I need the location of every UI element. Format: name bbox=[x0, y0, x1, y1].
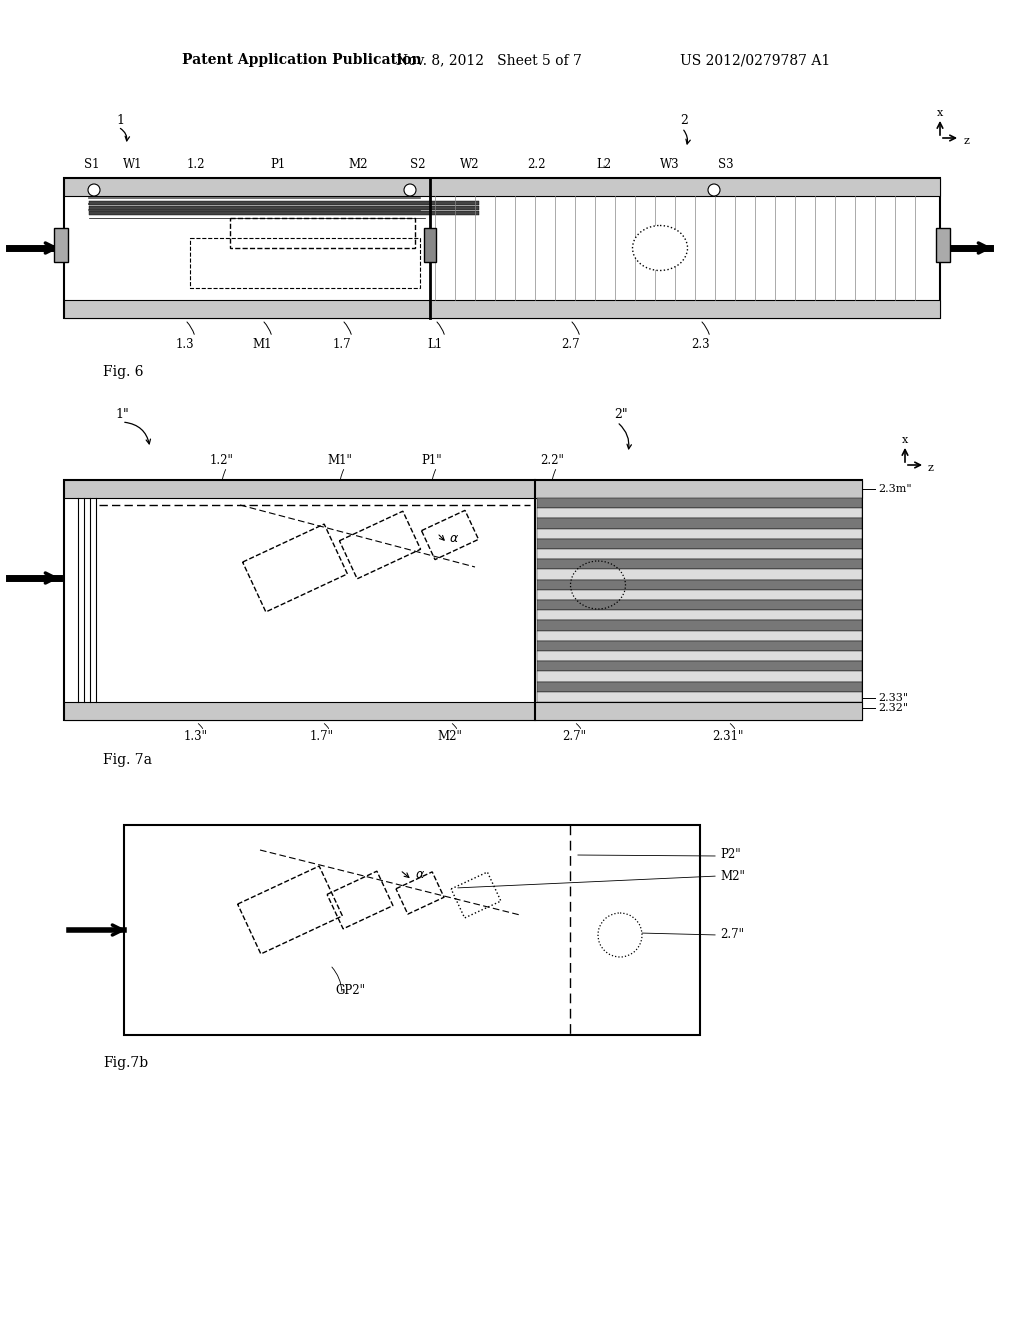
Text: 2: 2 bbox=[680, 114, 688, 127]
Text: $\alpha$: $\alpha$ bbox=[415, 869, 425, 882]
Text: Nov. 8, 2012   Sheet 5 of 7: Nov. 8, 2012 Sheet 5 of 7 bbox=[396, 53, 582, 67]
Bar bbox=[230, 218, 415, 248]
Bar bbox=[537, 672, 862, 681]
Bar bbox=[89, 201, 479, 205]
Text: GP2": GP2" bbox=[335, 983, 365, 997]
Text: W2: W2 bbox=[460, 158, 480, 172]
Bar bbox=[63, 702, 862, 719]
Text: M1: M1 bbox=[252, 338, 271, 351]
Bar bbox=[537, 498, 862, 508]
Text: 2.33": 2.33" bbox=[878, 693, 908, 704]
Bar bbox=[537, 661, 862, 672]
Text: Fig. 7a: Fig. 7a bbox=[103, 752, 152, 767]
Text: 1.2: 1.2 bbox=[186, 158, 205, 172]
Text: 2.7: 2.7 bbox=[561, 338, 580, 351]
Bar bbox=[537, 590, 862, 601]
Circle shape bbox=[404, 183, 416, 195]
Text: 1.2": 1.2" bbox=[210, 454, 233, 466]
Text: M2": M2" bbox=[437, 730, 463, 743]
Bar bbox=[936, 228, 950, 261]
Text: 2.3: 2.3 bbox=[690, 338, 710, 351]
Bar bbox=[63, 178, 940, 318]
Bar bbox=[63, 480, 862, 719]
Text: S2: S2 bbox=[411, 158, 426, 172]
Text: x: x bbox=[937, 108, 943, 117]
Text: 1.3": 1.3" bbox=[184, 730, 208, 743]
Text: 2.7": 2.7" bbox=[562, 730, 586, 743]
Text: L1: L1 bbox=[427, 338, 442, 351]
Text: Fig. 6: Fig. 6 bbox=[103, 366, 143, 379]
Bar bbox=[537, 610, 862, 620]
Bar bbox=[190, 238, 420, 288]
Text: P2": P2" bbox=[720, 849, 740, 862]
Bar bbox=[537, 631, 862, 640]
Text: Fig.7b: Fig.7b bbox=[103, 1056, 148, 1071]
Bar bbox=[537, 560, 862, 569]
Bar bbox=[537, 579, 862, 590]
Text: z: z bbox=[963, 136, 969, 147]
Bar bbox=[89, 211, 479, 215]
Text: 1.3: 1.3 bbox=[176, 338, 195, 351]
Text: 1.7": 1.7" bbox=[310, 730, 334, 743]
Text: 2.31": 2.31" bbox=[713, 730, 743, 743]
Text: P1": P1" bbox=[422, 454, 442, 466]
Text: 2.7": 2.7" bbox=[720, 928, 744, 941]
Bar bbox=[54, 228, 68, 261]
Bar bbox=[63, 480, 862, 498]
Bar bbox=[424, 228, 436, 261]
Text: L2: L2 bbox=[596, 158, 611, 172]
Text: W3: W3 bbox=[660, 158, 680, 172]
Text: 2.2: 2.2 bbox=[526, 158, 545, 172]
Text: S1: S1 bbox=[84, 158, 99, 172]
Bar bbox=[537, 620, 862, 631]
Text: Patent Application Publication: Patent Application Publication bbox=[182, 53, 422, 67]
Bar bbox=[537, 528, 862, 539]
Bar bbox=[89, 206, 479, 210]
Text: M2: M2 bbox=[348, 158, 368, 172]
Text: 1: 1 bbox=[116, 114, 124, 127]
Bar bbox=[537, 539, 862, 549]
Text: M2": M2" bbox=[720, 870, 744, 883]
Bar bbox=[63, 300, 940, 318]
Circle shape bbox=[598, 913, 642, 957]
Bar bbox=[537, 681, 862, 692]
Text: 2.32": 2.32" bbox=[878, 704, 908, 713]
Circle shape bbox=[708, 183, 720, 195]
Bar bbox=[537, 519, 862, 528]
Bar bbox=[537, 549, 862, 560]
Text: 2.3m": 2.3m" bbox=[878, 484, 911, 494]
Text: 2.2": 2.2" bbox=[540, 454, 564, 466]
Text: P1: P1 bbox=[270, 158, 286, 172]
Bar bbox=[537, 640, 862, 651]
Bar bbox=[537, 508, 862, 519]
Text: x: x bbox=[902, 436, 908, 445]
Text: 1.7: 1.7 bbox=[333, 338, 351, 351]
Text: M1": M1" bbox=[328, 454, 352, 466]
Ellipse shape bbox=[633, 226, 687, 271]
Bar bbox=[537, 692, 862, 702]
Text: W1: W1 bbox=[123, 158, 142, 172]
Text: 1": 1" bbox=[115, 408, 129, 421]
Bar bbox=[63, 178, 940, 195]
Bar bbox=[124, 825, 700, 1035]
Bar bbox=[537, 601, 862, 610]
Bar bbox=[537, 569, 862, 579]
Circle shape bbox=[88, 183, 100, 195]
Text: S3: S3 bbox=[718, 158, 734, 172]
Text: z: z bbox=[928, 463, 934, 473]
Bar bbox=[537, 651, 862, 661]
Text: US 2012/0279787 A1: US 2012/0279787 A1 bbox=[680, 53, 830, 67]
Text: $\alpha$: $\alpha$ bbox=[449, 532, 459, 545]
Text: 2": 2" bbox=[614, 408, 628, 421]
